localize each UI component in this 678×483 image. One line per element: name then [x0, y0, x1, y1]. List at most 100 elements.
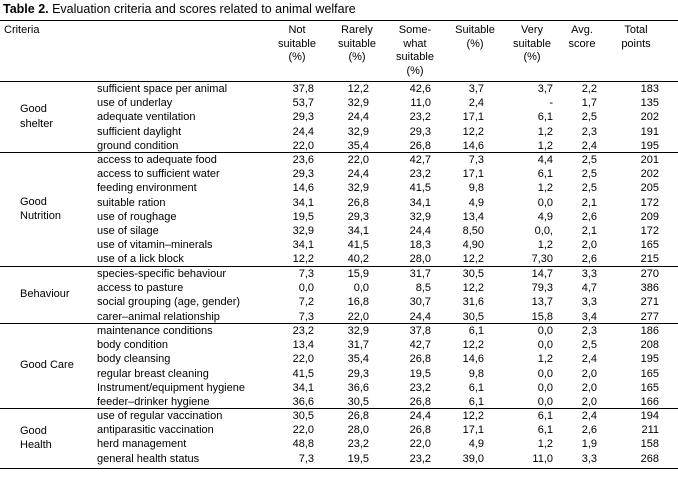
- row-label: maintenance conditions: [97, 325, 213, 337]
- table-cell: 13,4: [292, 339, 314, 352]
- table-cell: 194: [640, 410, 659, 422]
- table-cell: 3,4: [581, 310, 597, 323]
- table-cell: 165: [640, 367, 659, 380]
- table-cell: 14,6: [292, 182, 314, 195]
- table-cell: 28,0: [409, 253, 431, 266]
- table-cell: 3,7: [537, 83, 553, 95]
- table-cell: 1,7: [581, 97, 597, 110]
- group-rule: [0, 266, 678, 267]
- table-cell: 32,9: [347, 325, 369, 337]
- group-name-line: shelter: [20, 117, 54, 130]
- table-cell: 7,3: [298, 452, 314, 465]
- table-cell: 202: [640, 111, 659, 124]
- table-cell: 30,5: [462, 310, 484, 323]
- table-cell: 0,0: [537, 339, 553, 352]
- row-label: species-specific behaviour: [97, 268, 227, 280]
- header-line: Avg.: [571, 24, 593, 36]
- table-cell: 29,3: [347, 210, 369, 223]
- table-cell: 6,1: [537, 424, 553, 437]
- table-cell: 24,4: [409, 410, 431, 422]
- table-cell: 2,4: [581, 353, 597, 366]
- table-cell: 1,9: [581, 438, 597, 451]
- table-cell: 4,9: [537, 210, 553, 223]
- table-cell: 2,2: [581, 83, 597, 95]
- table-cell: 12,2: [347, 83, 369, 95]
- table-cell: 9,8: [468, 182, 484, 195]
- table-cell: 0,0: [353, 282, 369, 295]
- table-cell: 6,1: [537, 410, 553, 422]
- group-name: Good Nutrition: [20, 195, 61, 224]
- table-cell: 2,5: [581, 168, 597, 181]
- table-cell: 172: [640, 225, 659, 237]
- table-cell: 41,5: [347, 239, 369, 252]
- row-label: body condition: [97, 339, 168, 352]
- table-cell: 386: [640, 282, 659, 295]
- table-cell: 29,3: [292, 168, 314, 181]
- table-cell: 42,6: [409, 83, 431, 95]
- table-cell: 6,1: [537, 168, 553, 181]
- table-cell: 4,4: [537, 154, 553, 166]
- table-cell: 135: [640, 97, 659, 110]
- table-cell: 31,7: [409, 268, 431, 280]
- table-cell: 8,5: [415, 282, 431, 295]
- table-cell: 14,6: [462, 139, 484, 152]
- table-cell: 24,4: [409, 310, 431, 323]
- header-line: (%): [406, 64, 424, 77]
- bottom-rule: [0, 468, 678, 469]
- table-cell: 202: [640, 168, 659, 181]
- table-cell: 22,0: [409, 438, 431, 451]
- table-cell: 34,1: [409, 196, 431, 209]
- group-name: Good Care: [20, 358, 74, 373]
- table-cell: 0,0: [537, 381, 553, 394]
- table-cell: 3,3: [581, 452, 597, 465]
- table-cell: 23,6: [292, 154, 314, 166]
- group-name-line: Good Care: [20, 359, 74, 372]
- header-somewhat-suitable: Some- what suitable (%): [380, 24, 450, 78]
- table-cell: 205: [640, 182, 659, 195]
- table-cell: 3,7: [468, 83, 484, 95]
- table-cell: 172: [640, 196, 659, 209]
- header-avg-score: Avg. score: [552, 24, 612, 51]
- table-cell: 12,2: [462, 282, 484, 295]
- table-cell: 0,0: [537, 325, 553, 337]
- table-cell: 7,2: [298, 296, 314, 309]
- header-suitable: Suitable (%): [440, 24, 510, 51]
- table-cell: 16,8: [347, 296, 369, 309]
- table-cell: 208: [640, 339, 659, 352]
- table-cell: 42,7: [409, 154, 431, 166]
- table-cell: 32,9: [292, 225, 314, 237]
- header-total-points: Total points: [606, 24, 666, 51]
- table-cell: 4,90: [462, 239, 484, 252]
- table-cell: 3,3: [581, 296, 597, 309]
- table-cell: 268: [640, 452, 659, 465]
- table-cell: 2,5: [581, 111, 597, 124]
- table-cell: 37,8: [409, 325, 431, 337]
- table-cell: 19,5: [409, 367, 431, 380]
- header-line: what: [403, 37, 427, 50]
- header-not-suitable: Not suitable (%): [262, 24, 332, 65]
- table-cell: 271: [640, 296, 659, 309]
- table-cell: 34,1: [292, 239, 314, 252]
- table-cell: 209: [640, 210, 659, 223]
- table-cell: 7,3: [298, 268, 314, 280]
- table-cell: 12,2: [292, 253, 314, 266]
- row-label: use of vitamin–minerals: [97, 239, 213, 252]
- table-cell: 41,5: [409, 182, 431, 195]
- row-label: access to sufficient water: [97, 168, 220, 181]
- table-cell: 2,1: [581, 225, 597, 237]
- table-cell: 26,8: [409, 139, 431, 152]
- table-cell: 22,0: [347, 154, 369, 166]
- group-name: Good Health: [20, 424, 52, 453]
- table-cell: 17,1: [462, 111, 484, 124]
- table-cell: 166: [640, 396, 659, 408]
- table-cell: 31,7: [347, 339, 369, 352]
- table-cell: 29,3: [292, 111, 314, 124]
- table-cell: 4,9: [468, 438, 484, 451]
- table-cell: 2,5: [581, 154, 597, 166]
- row-label: use of silage: [97, 225, 159, 237]
- table-cell: 165: [640, 239, 659, 252]
- group-name-line: Nutrition: [20, 210, 61, 222]
- table-cell: 32,9: [347, 125, 369, 138]
- table-cell: 195: [640, 353, 659, 366]
- row-label: herd management: [97, 438, 187, 451]
